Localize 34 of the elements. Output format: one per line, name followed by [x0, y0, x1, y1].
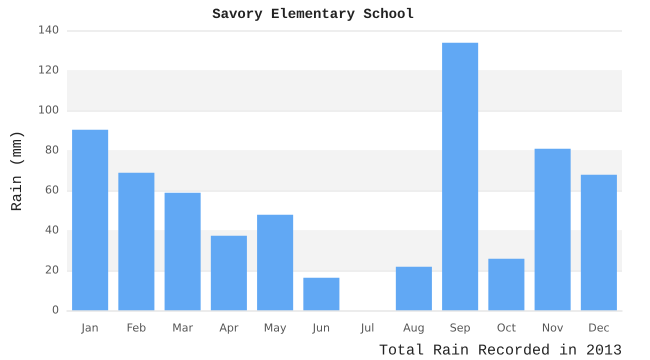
x-tick-label: Feb [126, 321, 146, 334]
bar [580, 174, 617, 310]
y-tick-label: 40 [44, 224, 59, 237]
x-tick-label: Jan [80, 321, 99, 334]
x-tick-label: Nov [542, 321, 564, 334]
x-tick-label: Jun [312, 321, 330, 334]
bar [164, 192, 201, 310]
bar [118, 172, 154, 310]
y-tick-label: 0 [52, 304, 59, 317]
bar [257, 214, 294, 310]
bar [534, 148, 571, 310]
bar [303, 278, 340, 310]
bar [72, 130, 108, 310]
x-tick-label: May [264, 321, 287, 334]
y-tick-label: 60 [44, 184, 59, 197]
x-tick-label: Sep [450, 321, 471, 334]
x-axis-title: Total Rain Recorded in 2013 [378, 342, 622, 360]
x-tick-label: Apr [219, 321, 239, 334]
y-tick-label: 100 [38, 104, 59, 117]
bar [210, 236, 247, 310]
x-tick-label: Mar [172, 321, 194, 334]
x-tick-label: Aug [403, 321, 425, 334]
bar [442, 42, 478, 310]
chart-title: Savory Elementary School [212, 6, 414, 23]
y-axis-title: Rain (mm) [8, 130, 26, 212]
y-tick-label: 20 [44, 264, 59, 277]
bar [396, 266, 432, 310]
y-tick-label: 140 [38, 24, 59, 37]
y-tick-label: 120 [38, 64, 59, 77]
x-tick-label: Oct [496, 321, 517, 334]
x-tick-label: Dec [588, 321, 610, 334]
x-tick-label: Jul [360, 321, 374, 334]
y-tick-label: 80 [44, 144, 59, 157]
bar [488, 258, 524, 310]
